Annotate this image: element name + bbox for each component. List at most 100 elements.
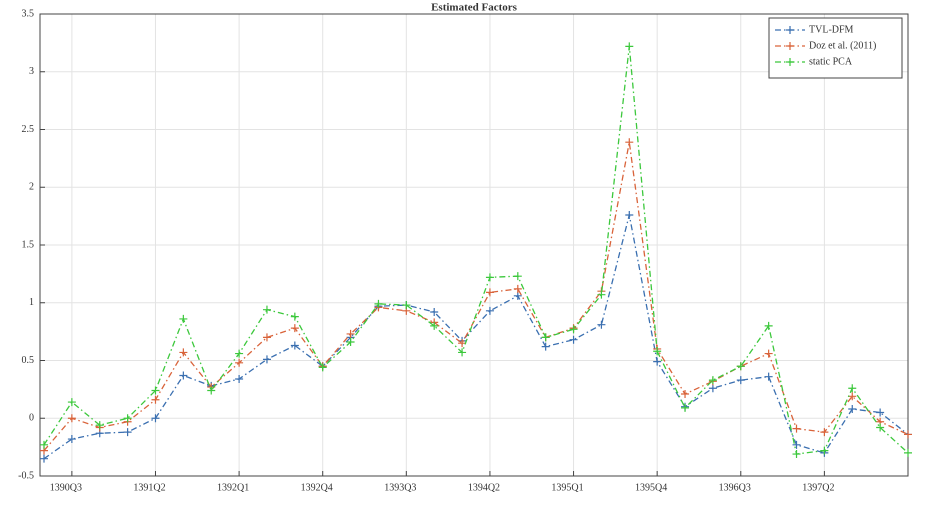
point-marker: [179, 314, 188, 323]
y-tick-label: 2: [29, 182, 34, 193]
point-marker: [346, 338, 355, 347]
x-tick-label: 1395Q4: [635, 482, 667, 493]
point-marker: [346, 329, 355, 338]
y-tick-label: 3: [29, 66, 34, 77]
point-marker: [820, 428, 829, 437]
point-marker: [653, 347, 662, 356]
point-marker: [235, 374, 244, 383]
point-marker: [151, 395, 160, 404]
x-tick-label: 1397Q2: [802, 482, 834, 493]
point-marker: [764, 372, 773, 381]
point-marker: [681, 389, 690, 398]
point-marker: [402, 301, 411, 310]
x-tick-label: 1392Q4: [301, 482, 333, 493]
point-marker: [458, 339, 467, 348]
point-marker: [764, 321, 773, 330]
x-tick-label: 1393Q3: [384, 482, 416, 493]
point-marker: [792, 450, 801, 459]
point-marker: [736, 376, 745, 385]
point-marker: [848, 384, 857, 393]
point-marker: [207, 386, 216, 395]
point-marker: [653, 357, 662, 366]
point-marker: [485, 273, 494, 282]
point-marker: [625, 42, 634, 51]
point-marker: [123, 414, 132, 423]
point-marker: [764, 349, 773, 358]
point-marker: [374, 299, 383, 308]
point-marker: [458, 348, 467, 357]
legend-box: [768, 17, 903, 79]
point-marker: [848, 405, 857, 414]
point-marker: [290, 341, 299, 350]
y-tick-label: 2.5: [22, 124, 35, 135]
point-marker: [708, 376, 717, 385]
point-marker: [792, 424, 801, 433]
x-tick-label: 1390Q3: [50, 482, 82, 493]
point-marker: [67, 435, 76, 444]
series-line: [43, 142, 909, 452]
x-tick-label: 1394Q2: [468, 482, 500, 493]
point-marker: [67, 414, 76, 423]
point-marker: [904, 448, 912, 457]
point-marker: [151, 414, 160, 423]
series-line: [43, 214, 909, 460]
point-marker: [235, 358, 244, 367]
point-marker: [40, 454, 48, 463]
legend-marker: [786, 42, 794, 50]
y-tick-label: -0.5: [18, 470, 34, 481]
point-marker: [262, 333, 271, 342]
point-marker: [235, 349, 244, 358]
point-marker: [95, 421, 104, 430]
x-tick-label: 1396Q3: [719, 482, 751, 493]
y-tick-label: 0: [29, 413, 34, 424]
legend-label: static PCA: [809, 56, 853, 67]
point-marker: [290, 312, 299, 321]
point-marker: [262, 305, 271, 314]
point-marker: [290, 324, 299, 333]
point-marker: [151, 386, 160, 395]
point-marker: [67, 398, 76, 407]
y-tick-label: 0.5: [22, 355, 35, 366]
point-marker: [625, 210, 634, 219]
point-marker: [123, 428, 132, 437]
y-tick-label: 1.5: [22, 239, 35, 250]
point-marker: [513, 272, 522, 281]
plot-frame: [39, 13, 909, 477]
x-tick-label: 1395Q1: [551, 482, 583, 493]
point-marker: [876, 423, 885, 432]
point-marker: [513, 291, 522, 300]
point-marker: [541, 342, 550, 351]
point-marker: [904, 430, 912, 439]
y-tick-label: 1: [29, 297, 34, 308]
point-marker: [513, 284, 522, 293]
legend-label: TVL-DFM: [809, 24, 854, 35]
point-marker: [485, 306, 494, 315]
x-tick-label: 1392Q1: [217, 482, 249, 493]
legend-label: Doz et al. (2011): [809, 40, 876, 51]
point-marker: [625, 138, 634, 147]
point-marker: [569, 335, 578, 344]
point-marker: [736, 362, 745, 371]
point-marker: [485, 288, 494, 297]
point-marker: [179, 371, 188, 380]
point-marker: [430, 321, 439, 330]
chart-title: Estimated Factors: [431, 2, 518, 14]
point-marker: [40, 440, 48, 449]
point-marker: [848, 392, 857, 401]
point-marker: [597, 290, 606, 299]
point-marker: [597, 320, 606, 329]
series-line: [43, 46, 909, 455]
point-marker: [820, 446, 829, 455]
y-tick-label: 3.5: [22, 8, 35, 19]
point-marker: [541, 333, 550, 342]
point-marker: [262, 355, 271, 364]
point-marker: [708, 384, 717, 393]
legend-marker: [786, 58, 794, 66]
point-marker: [430, 307, 439, 316]
point-marker: [681, 403, 690, 412]
point-marker: [179, 348, 188, 357]
point-marker: [876, 408, 885, 417]
legend-marker: [786, 26, 794, 34]
